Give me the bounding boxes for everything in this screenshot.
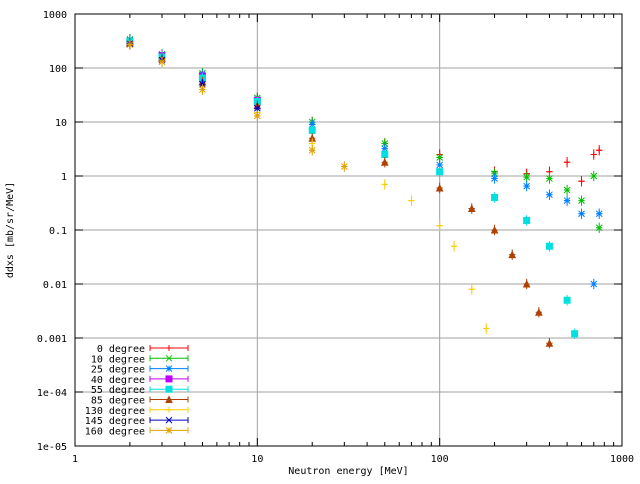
legend-marker [165,416,173,424]
legend-marker [166,406,172,413]
legend-label: 0 degree [97,344,145,355]
legend-label: 145 degree [85,416,145,427]
data-point [563,186,571,194]
data-point [467,204,476,213]
data-point [253,112,261,120]
data-point [523,182,531,190]
y-tick-label: 0.001 [37,334,67,345]
data-point [468,286,475,293]
data-point [436,154,444,161]
data-point [436,168,444,176]
data-point [451,243,458,250]
legend-label: 40 degree [91,375,145,386]
y-tick-label: 0.01 [43,280,67,291]
legend-label: 160 degree [85,426,145,437]
data-point [483,325,490,332]
data-point [523,173,531,181]
y-tick-label: 1000 [43,10,67,21]
data-point [535,308,543,316]
legend-label: 55 degree [91,385,145,396]
y-tick-label: 0.1 [49,226,67,237]
legend-marker [165,395,173,403]
data-point [381,181,388,188]
x-tick-label: 10 [251,454,263,465]
data-point [408,197,415,204]
data-point [491,193,499,201]
legend-label: 10 degree [91,354,145,365]
y-tick-label: 100 [49,64,67,75]
data-point [595,210,603,218]
data-point [571,330,579,338]
data-point [308,126,316,134]
data-point [546,175,553,182]
data-point [308,146,316,154]
data-point [436,222,443,229]
data-point [545,242,553,250]
data-point [578,197,585,204]
data-point [158,58,166,66]
y-tick-label: 10 [55,118,67,129]
legend-label: 85 degree [91,396,145,407]
data-point [578,178,585,185]
data-point [308,121,316,128]
y-tick-label: 1 [61,172,67,183]
legend-label: 130 degree [85,406,145,417]
data-point [590,151,597,158]
x-axis-label: Neutron energy [MeV] [288,466,408,477]
data-point [435,183,444,192]
legend-marker [165,427,173,434]
data-point [563,197,571,204]
data-point [490,225,499,234]
data-point [523,216,531,224]
data-point [578,210,585,218]
data-point [381,151,389,159]
data-point [522,279,531,288]
y-tick-label: 1e-05 [37,442,67,453]
x-tick-label: 1 [72,454,78,465]
x-tick-label: 1000 [610,454,634,465]
data-point [590,280,598,288]
data-point [508,250,517,259]
data-point [199,86,206,93]
data-point [545,339,554,347]
data-point [340,163,348,170]
legend-label: 25 degree [91,365,145,376]
data-point [380,158,389,166]
y-tick-label: 1e-04 [37,388,67,399]
data-point [595,224,603,232]
legend-marker [165,385,173,393]
legend-marker [165,375,173,383]
data-point [590,172,598,180]
legend-marker [165,354,173,362]
legend-marker [166,345,172,351]
y-axis-label: ddxs [mb/sr/MeV] [5,182,16,278]
data-point [126,41,134,49]
data-point [436,161,444,169]
data-point [546,191,553,199]
data-point [563,296,571,304]
x-tick-label: 100 [431,454,449,465]
data-point [564,159,571,166]
legend-marker [165,365,173,372]
data-point [491,175,498,182]
data-point [596,147,603,154]
data-point [381,145,389,153]
data-point [253,104,261,112]
